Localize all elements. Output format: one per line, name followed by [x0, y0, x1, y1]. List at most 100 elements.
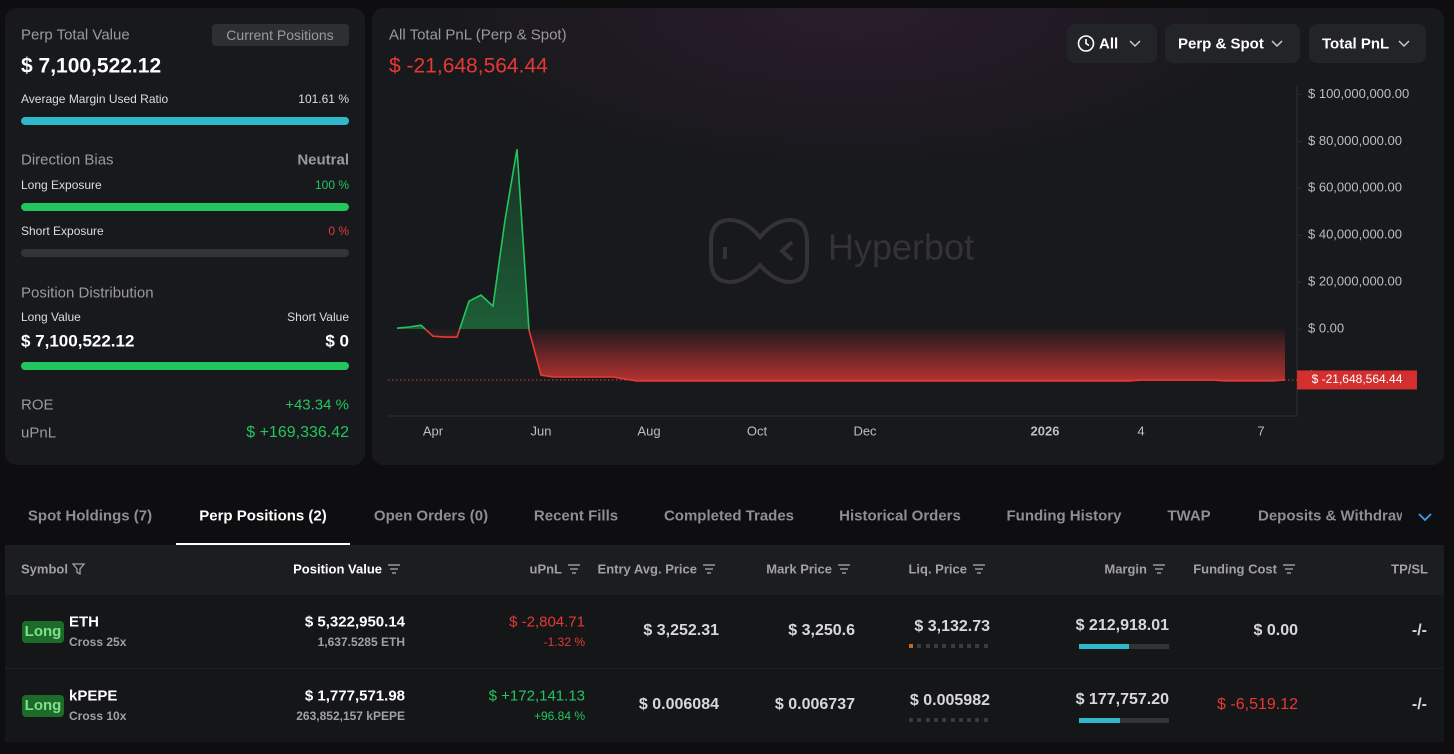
liq-risk-dot [983, 718, 988, 722]
position-value: $ 5,322,950.14 [304, 613, 405, 631]
tab[interactable]: Funding History [1006, 507, 1122, 525]
current-value-badge [1297, 370, 1417, 390]
liq-price: $ 0.005982 [909, 692, 990, 709]
header-icon[interactable] [71, 561, 87, 577]
header-icon[interactable] [566, 561, 582, 577]
x-tick-label: 4 [1137, 423, 1144, 438]
position-size: 263,852,157 kPEPE [296, 709, 405, 723]
tab[interactable]: Open Orders (0) [373, 507, 489, 525]
long-value: $ 7,100,522.12 [21, 331, 135, 351]
pnl-area [397, 149, 1285, 381]
x-tick-label: Oct [747, 423, 768, 438]
roe: +43.34 % [285, 396, 349, 414]
short-value-label: Short Value [287, 310, 349, 324]
y-tick-label: $ 0.00 [1308, 321, 1344, 336]
column-header[interactable]: Margin [1104, 561, 1147, 577]
liq-risk-dot [917, 718, 922, 722]
long-exposure-label: Long Exposure [21, 178, 102, 192]
liq-risk-dot [975, 644, 980, 648]
upnl-pct: -1.32 % [543, 635, 585, 649]
column-header[interactable]: TP/SL [1391, 561, 1428, 577]
tab[interactable]: Historical Orders [839, 507, 961, 525]
tabs-more[interactable] [1416, 507, 1436, 527]
header-icon[interactable] [1281, 561, 1297, 577]
roe-label: ROE [21, 396, 54, 414]
short-track [21, 249, 349, 257]
x-tick-label: 7 [1257, 423, 1264, 438]
header-icon[interactable] [1432, 561, 1448, 577]
mark-price: $ 3,250.6 [788, 622, 855, 639]
tab[interactable]: Recent Fills [533, 507, 619, 525]
header-icon[interactable] [701, 561, 717, 577]
column-header[interactable]: Symbol [21, 561, 68, 577]
margin-track [21, 117, 349, 125]
tab[interactable]: Perp Positions (2) [199, 507, 327, 525]
liq-risk-dot [967, 718, 972, 722]
liq-risk-dot [942, 644, 947, 648]
tag-box [212, 24, 349, 46]
metric-dropdown[interactable]: Total PnL [1309, 24, 1426, 63]
column-header[interactable]: Entry Avg. Price [597, 561, 697, 577]
bias-label: Direction Bias [21, 151, 114, 169]
header-icon[interactable] [1151, 561, 1167, 577]
tab[interactable]: TWAP [1167, 507, 1211, 525]
liq-risk-dot [933, 644, 938, 648]
upnl: $ -2,804.71 [509, 613, 585, 631]
scope-dropdown[interactable]: Perp & Spot [1165, 24, 1300, 63]
tp-sl[interactable]: -/- [1411, 622, 1427, 639]
x-tick-label: Aug [637, 423, 660, 438]
liq-risk-dot [958, 718, 963, 722]
liq-risk-dot [983, 644, 988, 648]
margin-ratio: 101.61 % [298, 92, 349, 106]
margin: $ 212,918.01 [1075, 617, 1169, 634]
chart-card [372, 8, 1444, 465]
symbol[interactable]: kPEPE [69, 687, 118, 705]
liq-risk-dot [950, 644, 955, 648]
metric: Total PnL [1322, 35, 1390, 52]
column-header[interactable]: Position Value [293, 561, 382, 577]
tab[interactable]: Completed Trades [663, 507, 795, 525]
watermark-text: Hyperbot [828, 227, 974, 268]
tag: Current Positions [226, 27, 334, 43]
tp-sl[interactable]: -/- [1411, 696, 1427, 713]
short-exposure-label: Short Exposure [21, 224, 104, 238]
scope-chevron [1271, 40, 1283, 48]
leverage: Cross 10x [69, 709, 127, 723]
position-size: 1,637.5285 ETH [317, 635, 405, 649]
x-tick-label: Dec [853, 423, 877, 438]
metric-chevron [1398, 40, 1410, 48]
column-header[interactable]: Funding Cost [1193, 561, 1277, 577]
liq-risk-dot [967, 644, 972, 648]
margin-usage [1079, 718, 1121, 723]
symbol[interactable]: ETH [69, 613, 99, 631]
table-header [5, 545, 1444, 595]
long-exposure: 100 % [314, 178, 349, 192]
liq-risk-dot [975, 718, 980, 722]
liq-price: $ 3,132.73 [914, 618, 990, 635]
tab[interactable]: Spot Holdings (7) [27, 507, 153, 525]
range-dropdown[interactable]: All [1067, 24, 1157, 63]
funding-cost: $ 0.00 [1253, 622, 1298, 639]
liq-risk-dot [925, 644, 930, 648]
active-tab-underline [176, 543, 350, 545]
chart-title: All Total PnL (Perp & Spot) [389, 26, 567, 44]
side-badge: Long [22, 621, 64, 643]
distribution-bar [21, 362, 349, 370]
header-icon[interactable] [971, 561, 987, 577]
header-icon[interactable] [386, 561, 402, 577]
long-bar [21, 203, 349, 211]
entry-price: $ 3,252.31 [643, 622, 719, 639]
y-tick-label: $ 80,000,000.00 [1308, 133, 1402, 148]
y-tick-label: $ 40,000,000.00 [1308, 227, 1402, 242]
summary-title: Perp Total Value [21, 26, 130, 44]
column-header[interactable]: Liq. Price [908, 561, 967, 577]
tab[interactable]: Deposits & Withdraw [1258, 508, 1402, 524]
total-value: $ 7,100,522.12 [21, 54, 162, 78]
header-icon[interactable] [836, 561, 852, 577]
liq-risk-dot [917, 644, 922, 648]
liq-risk-dot [909, 718, 913, 722]
range: All [1099, 35, 1119, 52]
column-header[interactable]: uPnL [529, 561, 563, 577]
column-header[interactable]: Mark Price [766, 561, 832, 577]
